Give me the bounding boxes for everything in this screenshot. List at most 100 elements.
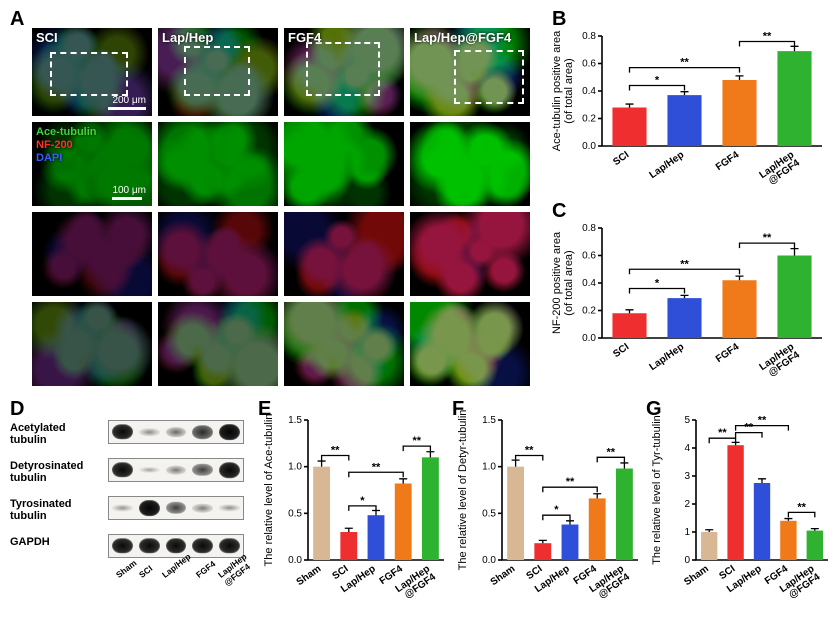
svg-text:**: ** [745, 422, 754, 434]
bar [777, 256, 811, 339]
blot-band [136, 497, 163, 519]
svg-text:0.0: 0.0 [582, 333, 596, 344]
chart-e: 0.00.51.01.5ShamSCILap/HepFGF4Lap/Hep@FG… [258, 404, 450, 614]
x-category-label: Lap/Hep@FGF4 [758, 149, 803, 189]
bar [589, 498, 606, 560]
y-axis-label: The relative level of Detyr-tubulin [457, 410, 469, 571]
micro-tile: FGF4 [284, 28, 404, 116]
svg-text:**: ** [763, 31, 772, 43]
svg-text:**: ** [718, 427, 727, 439]
bar [777, 51, 811, 146]
svg-text:*: * [655, 75, 660, 87]
microscopy-grid: SCI 200 μm Lap/Hep FGF4 Lap/Hep@FGF4 Ace-tubu… [32, 28, 530, 386]
scalebar: 200 μm [108, 95, 146, 110]
bar-chart-svg: 0.00.51.01.5ShamSCILap/HepFGF4Lap/Hep@FG… [258, 404, 450, 614]
y-axis-label: NF-200 positive area(of total area) [552, 231, 575, 334]
svg-text:*: * [554, 504, 559, 516]
bar [722, 80, 756, 146]
blot-band [109, 421, 136, 443]
blot-band [189, 535, 216, 557]
svg-text:0.8: 0.8 [582, 223, 596, 234]
svg-text:*: * [360, 495, 365, 507]
micro-tile: Lap/Hep@FGF4 [410, 28, 530, 116]
svg-text:1: 1 [684, 527, 690, 538]
svg-text:0.2: 0.2 [582, 114, 596, 125]
bar [612, 108, 646, 147]
micro-tile [32, 212, 152, 296]
blot-band [163, 421, 190, 443]
blot-band [109, 497, 136, 519]
bar-chart-svg: 0.00.51.01.5ShamSCILap/HepFGF4Lap/Hep@FG… [452, 404, 644, 614]
bar-chart-svg: 0.00.20.40.60.8SCILap/HepFGF4Lap/Hep@FGF… [552, 212, 828, 392]
svg-text:**: ** [413, 435, 422, 447]
blot-row-label: GAPDH [10, 536, 104, 548]
roi-box [306, 42, 380, 96]
blot-row-label: Tyrosinatedtubulin [10, 498, 104, 522]
blot-band [163, 459, 190, 481]
x-category-label: Sham [489, 563, 518, 588]
bar [616, 469, 633, 560]
panel-d: D AcetylatedtubulinDetyrosinatedtubulinT… [10, 398, 250, 612]
svg-text:0.0: 0.0 [288, 555, 302, 566]
svg-text:0.0: 0.0 [482, 555, 496, 566]
svg-text:**: ** [797, 501, 806, 513]
channel-legend: NF-200 [36, 139, 73, 151]
svg-text:0.4: 0.4 [582, 278, 596, 289]
blot-band [189, 497, 216, 519]
x-category-label: FGF4 [714, 341, 742, 365]
blot-band [216, 421, 243, 443]
svg-text:0.5: 0.5 [288, 508, 302, 519]
blot-row [108, 534, 244, 558]
bar [612, 313, 646, 338]
blot-row [108, 420, 244, 444]
channel-legend: Ace-tubulin [36, 126, 97, 138]
blot-band [189, 459, 216, 481]
blot-band [136, 459, 163, 481]
scalebar-text: 200 μm [108, 95, 146, 106]
bar [368, 515, 385, 560]
svg-text:**: ** [331, 444, 340, 456]
blot-row-label: Detyrosinatedtubulin [10, 460, 104, 484]
micro-tile: Lap/Hep [158, 28, 278, 116]
micro-col-header: SCI [36, 30, 58, 45]
bar [507, 467, 524, 560]
blot-band [109, 459, 136, 481]
scalebar-text: 100 μm [112, 185, 146, 196]
roi-box [184, 46, 250, 96]
y-axis-label: The relative level of Tyr-tubulin [651, 415, 663, 565]
micro-col-header: Lap/Hep [162, 30, 213, 45]
bar [701, 532, 717, 560]
bar [395, 483, 412, 560]
svg-text:0.4: 0.4 [582, 86, 596, 97]
blot-lane-labels: ShamSCILap/HepFGF4Lap/Hep@FGF4 [108, 564, 244, 584]
svg-text:0.8: 0.8 [582, 31, 596, 42]
blot-row [108, 458, 244, 482]
x-category-label: Sham [295, 563, 324, 588]
bar [754, 483, 770, 560]
micro-tile [410, 122, 530, 206]
blot-band [136, 535, 163, 557]
x-category-label: Lap/Hep [648, 149, 687, 181]
blot-row [108, 496, 244, 520]
micro-tile [284, 302, 404, 386]
bar-chart-svg: 012345ShamSCILap/HepFGF4Lap/Hep@FGF4The … [646, 404, 834, 614]
bar [534, 543, 551, 560]
svg-text:3: 3 [684, 471, 690, 482]
blot-band [136, 421, 163, 443]
chart-c: 0.00.20.40.60.8SCILap/HepFGF4Lap/Hep@FGF… [552, 212, 828, 392]
svg-text:**: ** [525, 444, 534, 456]
blot-band [163, 497, 190, 519]
x-category-label: SCI [611, 341, 631, 360]
micro-tile [284, 212, 404, 296]
svg-text:2: 2 [684, 499, 690, 510]
svg-text:**: ** [763, 232, 772, 244]
x-category-label: Lap/Hep [648, 341, 687, 373]
panel-a-label: A [10, 8, 24, 31]
svg-text:1.5: 1.5 [288, 415, 302, 426]
bar [807, 531, 823, 560]
bar [667, 298, 701, 338]
bar [340, 532, 357, 560]
micro-col-header: Lap/Hep@FGF4 [414, 30, 511, 45]
x-category-label: Sham [682, 563, 711, 588]
y-axis-label: Ace-tubulin positive area(of total area) [552, 30, 575, 151]
